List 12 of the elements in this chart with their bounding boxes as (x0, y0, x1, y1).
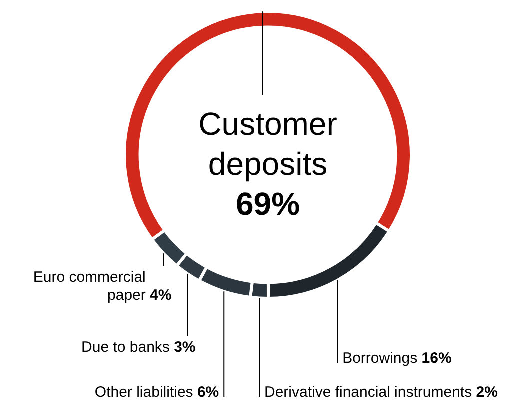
slice-label: Customer deposits (198, 106, 338, 182)
data-label: 16% (422, 350, 452, 367)
data-label: 6% (197, 384, 220, 401)
slice-label: Due to banks (82, 339, 174, 356)
data-label: 3% (174, 339, 196, 356)
slice-label: Euro commercial paper (33, 269, 150, 304)
data-label: 4% (150, 287, 172, 304)
slice-label: Borrowings (342, 350, 422, 367)
data-label: 69% (236, 186, 300, 222)
slice-label: Derivative financial instruments (264, 384, 476, 401)
slice-label: Other liabilities (94, 384, 198, 401)
data-label: 2% (476, 384, 498, 401)
